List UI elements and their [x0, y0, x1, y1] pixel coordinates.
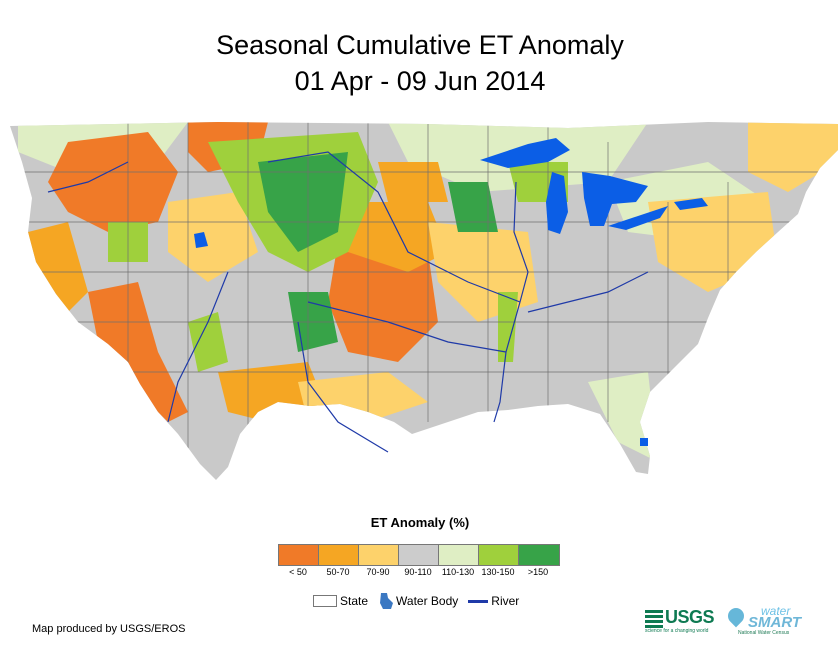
legend-state: State	[313, 594, 368, 608]
legend-swatch	[359, 545, 399, 565]
legend-class-label: 90-110	[404, 567, 432, 577]
legend-swatch	[279, 545, 319, 565]
legend-swatch	[479, 545, 519, 565]
legend-swatch	[519, 545, 559, 565]
water-drop-logo-icon	[724, 604, 748, 628]
logo-water-text: water	[761, 604, 791, 618]
state-swatch	[313, 595, 337, 607]
great-salt-lake	[194, 232, 208, 248]
map-subtitle: 01 Apr - 09 Jun 2014	[294, 66, 546, 96]
watersmart-logo: water SMART National Water Census	[724, 604, 818, 638]
legend-swatch	[439, 545, 479, 565]
water-bodies	[194, 138, 708, 446]
logo-smart-text: SMART	[748, 614, 802, 631]
state-label: State	[340, 594, 369, 608]
legend-river: River	[468, 594, 519, 608]
legend-swatch	[319, 545, 359, 565]
usgs-bars-icon	[645, 610, 663, 628]
lake-superior	[480, 138, 570, 168]
lake-okeechobee	[640, 438, 648, 446]
lake-michigan	[546, 172, 568, 234]
arkansas-river	[307, 301, 507, 353]
columbia-river	[47, 161, 129, 193]
usgs-logo: USGS science for a changing world	[645, 607, 725, 636]
missouri-river	[267, 151, 521, 303]
anomaly-region	[88, 282, 188, 422]
anomaly-region	[448, 182, 498, 232]
legend-class-label: >150	[527, 567, 549, 577]
legend-swatch	[399, 545, 439, 565]
anomaly-region	[748, 122, 838, 192]
colorado-river	[167, 271, 229, 423]
water-drop-icon	[380, 593, 394, 609]
legend-labels: < 50 50-70 70-90 90-110 110-130 130-150 >150	[278, 567, 558, 577]
anomaly-region	[28, 222, 88, 312]
logo-smart-tagline: National Water Census	[738, 630, 790, 636]
legend-water: Water Body	[378, 592, 458, 610]
water-label: Water Body	[396, 594, 459, 608]
river-swatch	[468, 599, 489, 603]
legend-color-ramp	[278, 544, 560, 566]
legend-title: ET Anomaly (%)	[370, 515, 470, 530]
legend-class-label: < 50	[289, 567, 307, 577]
legend-class-label: 110-130	[441, 567, 475, 577]
et-anomaly-map	[10, 122, 838, 480]
lake-ontario	[674, 198, 708, 210]
legend-class-label: 130-150	[481, 567, 515, 577]
anomaly-region	[258, 152, 348, 252]
river-label: River	[491, 594, 520, 608]
feature-legend: State Water Body River	[313, 592, 529, 610]
lake-erie	[608, 206, 668, 230]
anomaly-region	[168, 192, 258, 282]
anomaly-region	[378, 162, 448, 202]
lake-huron	[582, 172, 648, 226]
rio-grande	[297, 321, 389, 453]
rivers	[47, 151, 649, 453]
ohio-river	[527, 271, 649, 313]
anomaly-region	[348, 202, 448, 272]
legend-class-label: 50-70	[326, 567, 350, 577]
legend-class-label: 70-90	[366, 567, 390, 577]
anomaly-region	[188, 312, 228, 372]
usgs-tagline: science for a changing world	[645, 628, 709, 634]
map-title: Seasonal Cumulative ET Anomaly	[216, 30, 624, 60]
anomaly-region	[498, 292, 518, 362]
usgs-name: USGS	[665, 607, 715, 627]
map-credit: Map produced by USGS/EROS	[32, 623, 186, 635]
anomaly-region	[48, 132, 178, 232]
